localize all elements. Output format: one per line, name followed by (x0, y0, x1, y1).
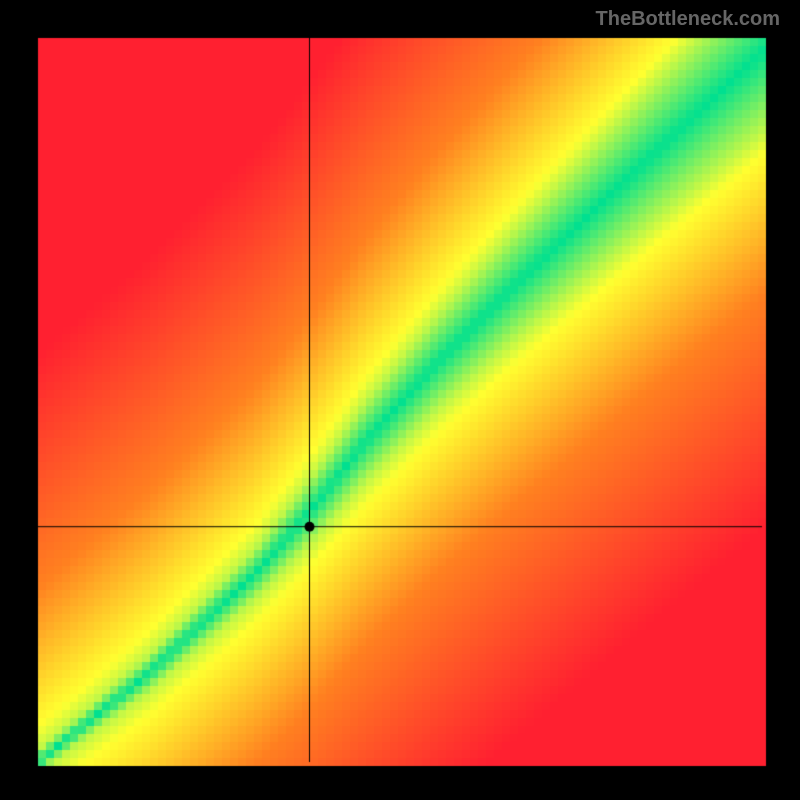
watermark-text: TheBottleneck.com (596, 8, 780, 31)
heatmap-chart (0, 0, 800, 800)
